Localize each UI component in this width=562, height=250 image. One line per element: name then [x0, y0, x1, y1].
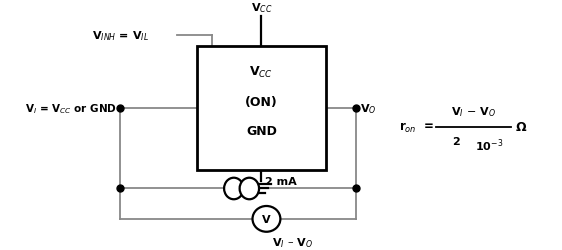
Text: V$_{I}$ – V$_{O}$: V$_{I}$ – V$_{O}$ [273, 236, 314, 249]
Text: V$_{CC}$: V$_{CC}$ [251, 1, 272, 14]
Text: Ω: Ω [515, 121, 526, 134]
Text: V$_{CC}$: V$_{CC}$ [250, 65, 274, 80]
Text: (ON): (ON) [245, 95, 278, 108]
Text: GND: GND [246, 124, 277, 138]
Text: 10$^{-3}$: 10$^{-3}$ [475, 136, 504, 153]
Text: V$_{O}$: V$_{O}$ [360, 102, 377, 115]
Text: r$_{on}$  =: r$_{on}$ = [399, 120, 434, 134]
Text: V$_{INH}$ = V$_{IL}$: V$_{INH}$ = V$_{IL}$ [92, 29, 149, 42]
Text: 2 mA: 2 mA [265, 176, 297, 186]
Text: V: V [262, 214, 271, 224]
Text: V$_{I}$ = V$_{CC}$ or GND: V$_{I}$ = V$_{CC}$ or GND [25, 102, 117, 115]
Text: 2: 2 [452, 136, 459, 146]
Ellipse shape [239, 178, 259, 200]
Ellipse shape [224, 178, 243, 200]
Bar [197, 46, 326, 170]
Text: V$_{I}$ $-$ V$_{O}$: V$_{I}$ $-$ V$_{O}$ [451, 104, 496, 118]
Circle shape [252, 206, 280, 232]
